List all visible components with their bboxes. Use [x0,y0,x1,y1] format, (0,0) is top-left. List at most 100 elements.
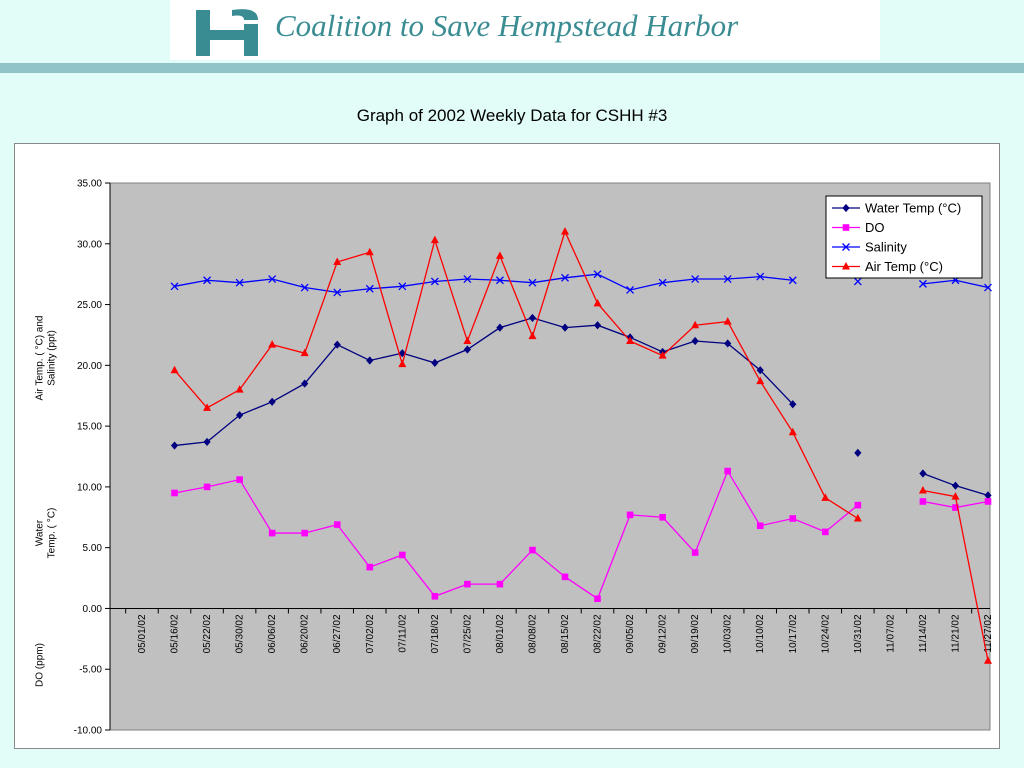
point [301,529,308,537]
y-tick-label: 10.00 [77,482,102,493]
point [723,317,732,325]
point [170,441,179,450]
point [398,349,406,358]
point [626,511,634,519]
legend-label: DO [865,220,885,235]
y-tick-label: 25.00 [77,300,102,311]
point [919,469,927,478]
point [170,365,179,374]
point [170,282,179,291]
point [561,323,569,332]
x-tick-label: 05/16/02 [170,614,181,653]
point [463,275,472,283]
point [235,278,244,287]
x-tick-label: 07/11/02 [397,614,408,653]
x-tick-label: 06/20/02 [300,614,311,653]
point [528,313,537,323]
x-tick-label: 10/31/02 [853,614,864,653]
point [842,224,850,231]
legend-label: Salinity [865,240,907,255]
point [333,257,342,266]
point [496,580,504,588]
point [691,320,700,329]
y-axis-label: DO (ppm) [35,643,46,687]
x-tick-label: 08/01/02 [495,614,506,653]
point [919,498,927,505]
x-tick-label: 10/17/02 [788,614,799,653]
header: Coalition to Save Hempstead Harbor [170,0,880,60]
point [463,336,472,345]
x-tick-label: 10/24/02 [820,614,831,653]
y-tick-label: 30.00 [77,239,102,250]
point [723,275,732,283]
x-tick-label: 05/22/02 [202,614,213,653]
point [496,323,504,332]
point [463,345,471,354]
point [561,573,569,581]
point [756,272,765,281]
point [333,340,341,349]
point [398,282,407,291]
legend-label: Water Temp (°C) [865,201,961,216]
point [724,339,732,348]
point [561,273,569,282]
x-tick-label: 10/10/02 [755,614,766,653]
x-tick-label: 07/25/02 [462,614,473,653]
point [365,284,374,293]
x-tick-label: 09/05/02 [625,614,636,653]
header-band [0,63,1024,73]
point [918,279,927,288]
point [691,275,700,283]
point [171,489,178,497]
point [594,595,601,603]
point [561,227,569,235]
point [366,356,374,365]
y-tick-label: 20.00 [77,361,102,372]
point [430,235,439,244]
point [268,397,276,406]
point [984,491,992,500]
logo [196,9,258,56]
y-tick-label: 35.00 [77,179,102,190]
point [724,467,731,475]
point [788,427,797,436]
point [268,340,277,348]
chart-title: Graph of 2002 Weekly Data for CSHH #3 [356,106,668,125]
point [951,481,960,490]
x-tick-label: 07/18/02 [430,614,441,653]
legend [825,195,983,279]
point [235,385,244,393]
x-tick-label: 08/08/02 [527,614,538,653]
point [203,403,212,411]
point [593,321,602,330]
x-tick-label: 05/30/02 [235,614,246,653]
point [788,276,797,285]
point [984,283,992,292]
point [842,262,850,270]
point [984,656,992,664]
x-tick-label: 09/12/02 [658,614,669,653]
point [495,251,504,259]
x-tick-label: 10/03/02 [723,614,734,653]
y-tick-label: 15.00 [77,422,102,433]
x-tick-label: 06/06/02 [267,614,278,653]
point [853,277,862,286]
x-tick-label: 11/27/02 [983,614,994,653]
x-tick-label: 11/07/02 [885,614,896,653]
x-tick-label: 07/02/02 [365,614,376,653]
point [952,504,959,511]
point [300,348,309,357]
y-tick-label: -5.00 [79,665,102,676]
y-tick-label: -10.00 [74,726,103,737]
point [268,529,276,537]
y-axis-label: Water [35,519,46,546]
point [853,513,862,522]
point [756,376,765,385]
point [203,437,211,447]
point [528,331,537,340]
x-tick-label: 05/01/02 [137,614,148,653]
point [301,379,309,388]
point [203,276,212,285]
point [431,592,439,600]
